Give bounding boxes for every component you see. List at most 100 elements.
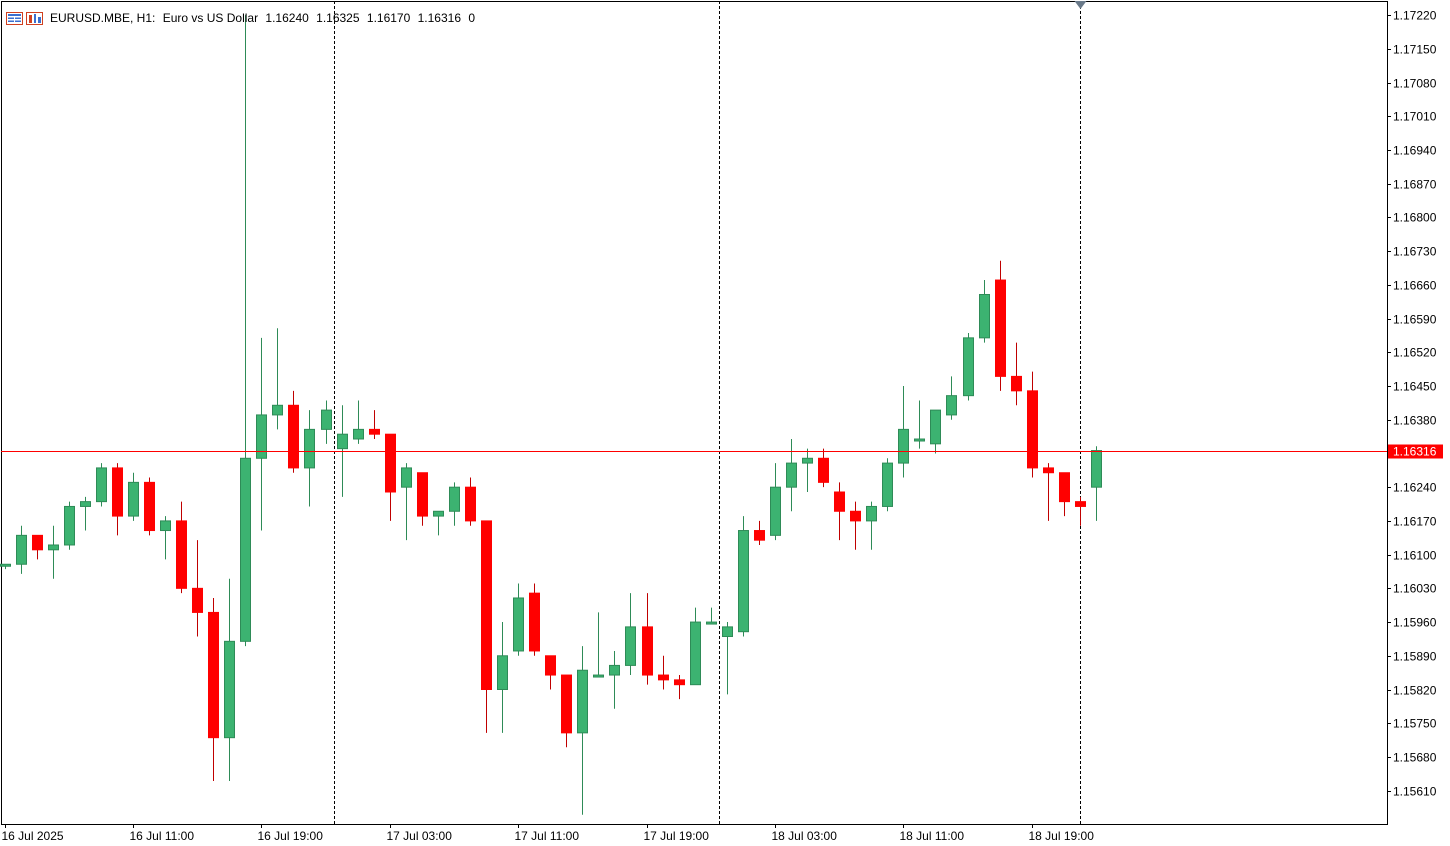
time-axis: 16 Jul 2025 16 Jul 11:00 16 Jul 19:00 17 Ju… [2, 824, 1094, 843]
price-axis: 1.17220 1.17150 1.17080 1.17010 1.16940 1.168… [1387, 9, 1443, 799]
price-tick-label: 1.16940 [1393, 144, 1437, 158]
candle-body [433, 510, 444, 517]
price-tick-label: 1.15820 [1393, 684, 1437, 698]
time-tick-label: 16 Jul 2025 [2, 829, 64, 843]
candle [176, 501, 187, 594]
price-tick-label: 1.16800 [1393, 211, 1437, 225]
candle-body [706, 621, 717, 625]
candle [1075, 496, 1086, 526]
candle-body [1091, 450, 1102, 488]
candle [256, 337, 267, 531]
price-tick-label: 1.17010 [1393, 110, 1437, 124]
candle [240, 15, 251, 647]
price-tick-label: 1.17080 [1393, 77, 1437, 91]
candle [1027, 371, 1038, 478]
candle [160, 516, 171, 560]
candle-body [304, 428, 315, 469]
candle [48, 525, 59, 579]
candle-body [224, 640, 235, 739]
candle [593, 612, 604, 678]
candle [529, 583, 540, 656]
candle-body [240, 457, 251, 642]
candle [818, 448, 829, 488]
current-price-label: 1.16316 [1393, 445, 1437, 459]
price-tick-label: 1.16030 [1393, 582, 1437, 596]
candle-body [946, 395, 957, 416]
candle-body [144, 481, 155, 532]
candle-body [754, 530, 765, 541]
candle-body [979, 293, 990, 339]
candle-body [770, 486, 781, 536]
candle-body [914, 438, 925, 442]
candle [850, 501, 861, 550]
candle-body [497, 655, 508, 691]
candle [866, 501, 877, 550]
candle-body [722, 626, 733, 638]
candle [625, 593, 636, 676]
candle-body [16, 534, 27, 565]
candle [577, 646, 588, 815]
candle [433, 510, 444, 536]
current-price-label-bg [1388, 444, 1443, 459]
candle-body [1027, 390, 1038, 469]
candle-body [1059, 472, 1070, 503]
chart-header: EURUSD.MBE, H1: Euro vs US Dollar 1.1624… [6, 10, 479, 26]
candle-body [385, 433, 396, 493]
price-tick-label: 1.15680 [1393, 751, 1437, 765]
candle [96, 463, 107, 507]
candle-body [96, 467, 107, 503]
chart-info: EURUSD.MBE, H1: Euro vs US Dollar 1.1624… [50, 11, 479, 25]
candle [16, 525, 27, 574]
low-value: 1.16170 [366, 11, 411, 25]
candle [64, 501, 75, 550]
day-separators [334, 1, 1087, 824]
candles [0, 15, 1102, 815]
candle-body [995, 279, 1006, 377]
chart-window-icon[interactable] [6, 11, 23, 25]
candle [674, 675, 685, 700]
candle-body [738, 530, 749, 633]
candle [834, 482, 845, 541]
price-tick-label: 1.17150 [1393, 43, 1437, 57]
price-tick-label: 1.16170 [1393, 515, 1437, 529]
candle-body [208, 611, 219, 739]
candle-body [674, 679, 685, 686]
plot-border [1, 1, 1388, 825]
candle [914, 400, 925, 449]
candle-body [1043, 467, 1054, 474]
open-value: 1.16240 [265, 11, 309, 25]
time-tick-label: 17 Jul 11:00 [515, 829, 580, 843]
candle-body [176, 520, 187, 589]
candle [304, 410, 315, 507]
candle-body [321, 409, 332, 430]
candle-body [882, 462, 893, 507]
time-tick-label: 17 Jul 03:00 [387, 829, 453, 843]
candle-body [32, 534, 43, 551]
candle-body [625, 626, 636, 666]
close-value: 1.16316 [417, 11, 462, 25]
candle-body [449, 486, 460, 512]
candle-body [786, 462, 797, 488]
candle-body [465, 486, 476, 522]
time-tick-label: 17 Jul 19:00 [644, 829, 710, 843]
candle [497, 622, 508, 733]
candle [288, 390, 299, 473]
candle [963, 333, 974, 401]
price-tick-label: 1.15610 [1393, 785, 1437, 799]
candle-body [481, 520, 492, 691]
candle-body [690, 621, 701, 686]
candle [706, 607, 717, 625]
symbol-properties-icon[interactable] [26, 11, 43, 25]
candle [722, 622, 733, 695]
price-tick-label: 1.16240 [1393, 481, 1437, 495]
candle [192, 540, 203, 637]
time-tick-label: 18 Jul 03:00 [772, 829, 838, 843]
candle [369, 410, 380, 440]
candle-body [513, 597, 524, 652]
price-tick-label: 1.16870 [1393, 178, 1437, 192]
candle-body [545, 655, 556, 676]
candle-body [529, 592, 540, 652]
time-tick-label: 16 Jul 19:00 [258, 829, 324, 843]
